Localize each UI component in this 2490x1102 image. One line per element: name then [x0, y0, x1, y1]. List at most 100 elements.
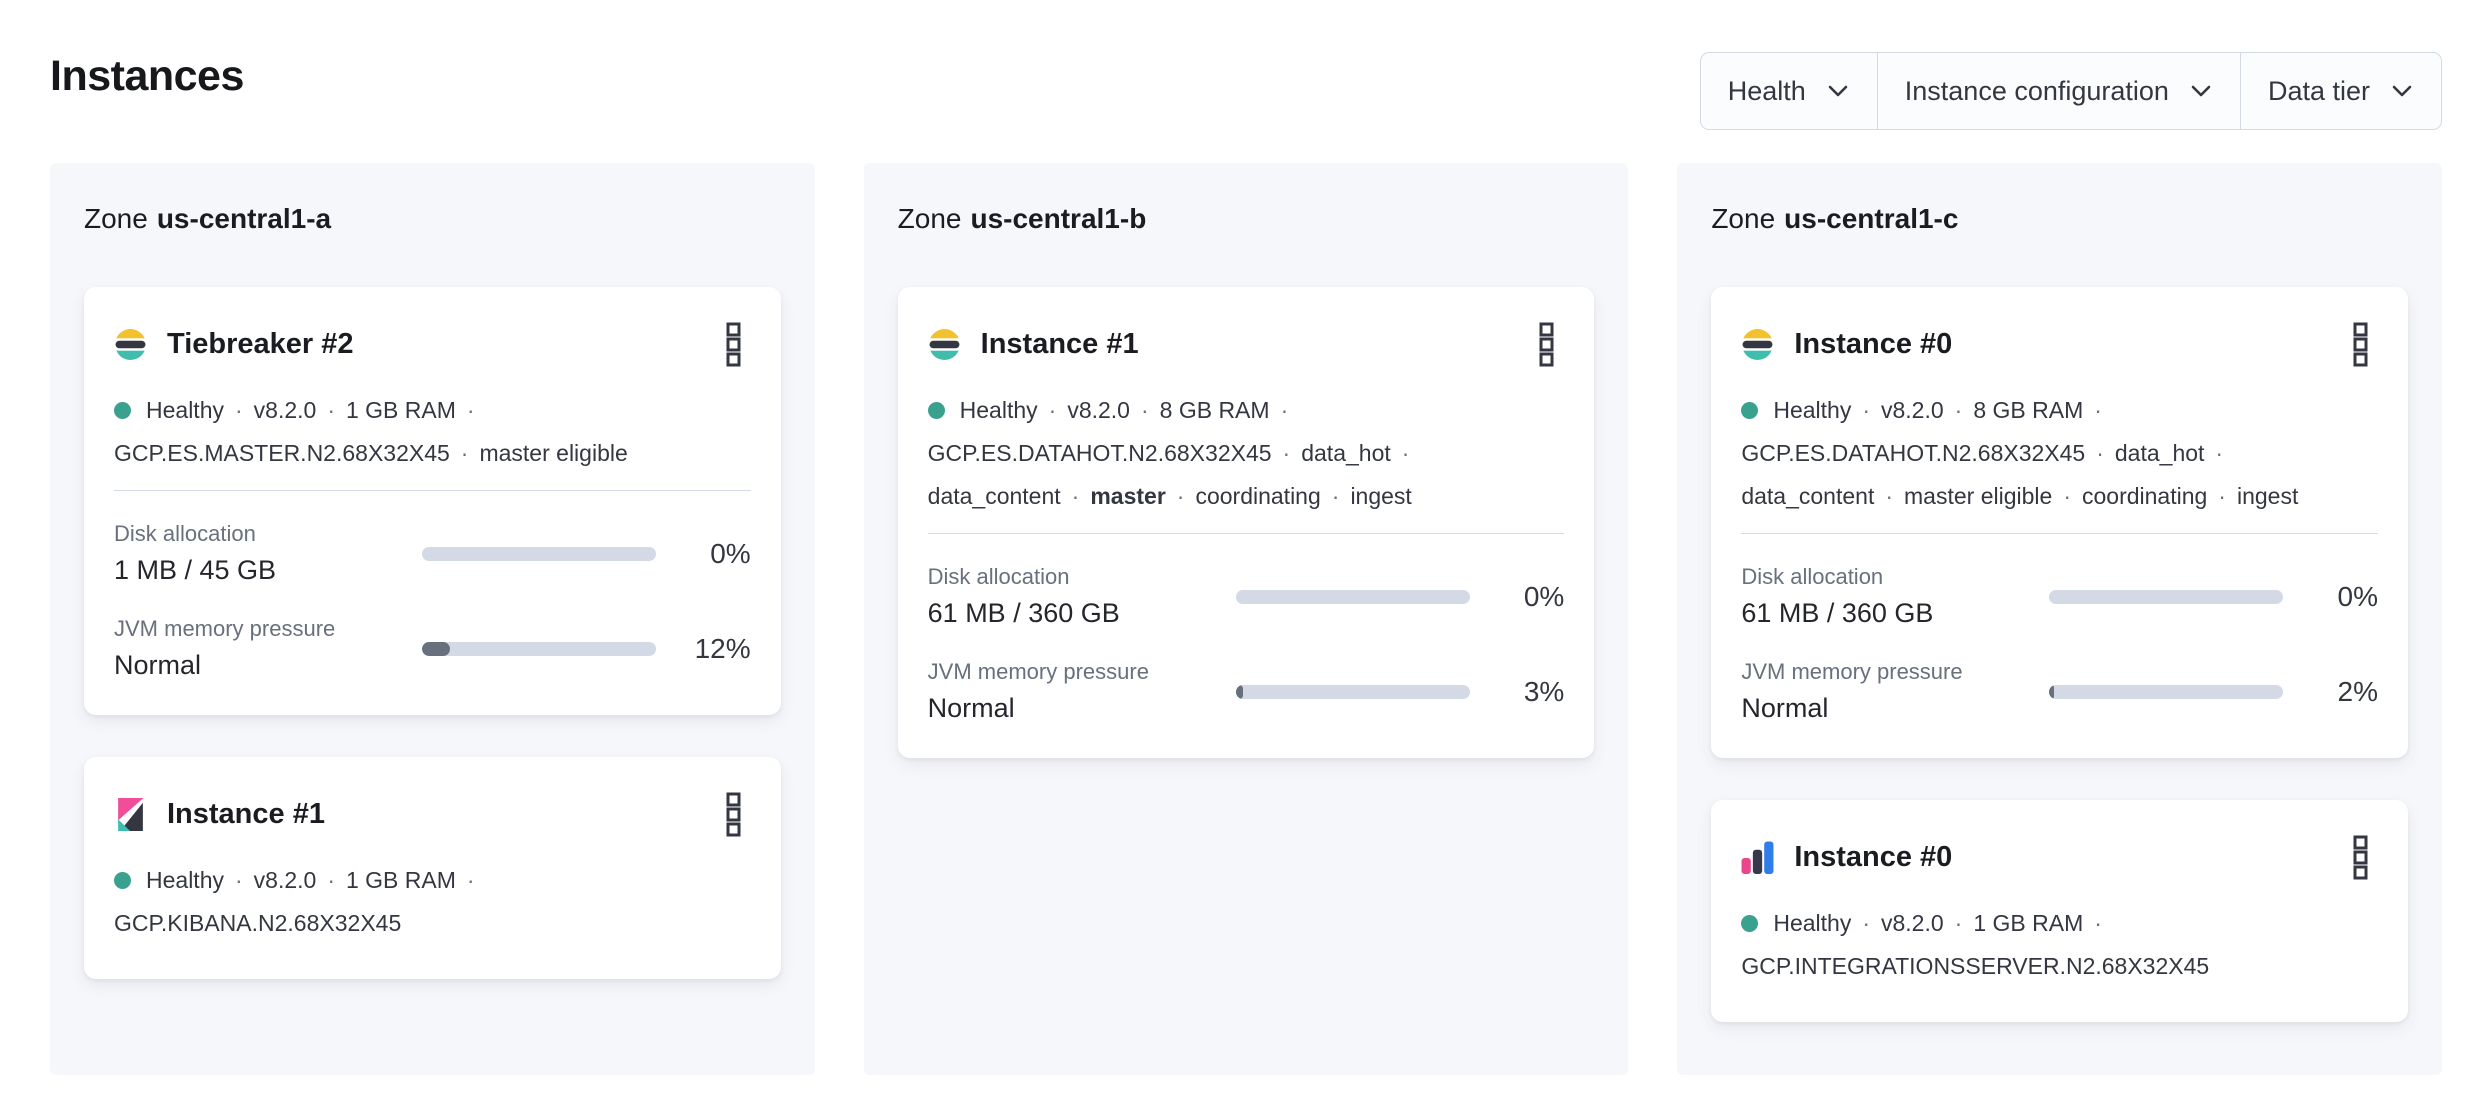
metric-value: 61 MB / 360 GB [927, 598, 1120, 628]
jvm-memory-pressure-metric: JVM memory pressure Normal 3% [928, 659, 1565, 724]
metric-percent: 12% [694, 632, 751, 664]
instance-status: Healthy · v8.2.0 · 1 GB RAM · GCP.ES.MASTER.N… [114, 397, 628, 466]
instance-card: Instance #0 Healthy · v8.2.0 · 8 GB RAM · [1711, 287, 2408, 758]
divider [114, 490, 751, 491]
disk-allocation-meter [422, 546, 656, 561]
integrations-server-logo-icon [1741, 841, 1774, 874]
zone-cards: Instance #0 Healthy · v8.2.0 · 8 GB RAM · [1711, 287, 2408, 1022]
zone-title: Zone us-central1-c [1711, 203, 2408, 235]
instance-card: Instance #1 Healthy · v8.2.0 · 8 GB RAM · [897, 287, 1595, 758]
data-tier-filter-button[interactable]: Data tier [2239, 53, 2441, 129]
page-title: Instances [50, 52, 244, 100]
instance-title: Instance #0 [1794, 840, 1953, 873]
instance-status: Healthy · v8.2.0 · 8 GB RAM · GCP.ES.DATAHOT.… [1741, 397, 2299, 509]
instance-card: Tiebreaker #2 Healthy · v8.2.0 · 1 GB RAM · [84, 287, 781, 715]
zone-word: Zone [84, 203, 148, 234]
metric-value: Normal [1741, 693, 1829, 723]
metric-label: Disk allocation [114, 521, 256, 546]
boxes-vertical-icon [2353, 322, 2368, 367]
zone-title: Zone us-central1-b [898, 203, 1595, 235]
boxes-vertical-icon [726, 792, 741, 837]
zone-panel-us-central1-a: Zone us-central1-a [50, 163, 815, 1075]
metric-percent: 3% [1523, 675, 1565, 707]
instance-status: Healthy · v8.2.0 · 1 GB RAM · GCP.INTEGRATION… [1741, 910, 2210, 979]
metric-label: JVM memory pressure [114, 616, 336, 641]
boxes-vertical-icon [726, 322, 741, 367]
health-dot-icon [114, 402, 131, 419]
elasticsearch-logo-icon [1741, 328, 1774, 361]
metric-value: Normal [927, 693, 1015, 723]
zone-name: us-central1-c [1784, 203, 1959, 234]
zone-name: us-central1-a [156, 203, 332, 234]
instance-configuration-filter-label: Instance configuration [1904, 75, 2169, 106]
jvm-memory-pressure-metric: JVM memory pressure Normal 12% [114, 616, 751, 681]
jvm-memory-meter [422, 641, 656, 656]
zones-grid: Zone us-central1-a [50, 163, 2442, 1075]
chevron-down-icon [2189, 79, 2213, 103]
metric-percent: 0% [2337, 580, 2378, 612]
disk-allocation-meter [1235, 589, 1470, 604]
instance-title: Instance #1 [980, 327, 1139, 360]
metric-label: JVM memory pressure [1741, 659, 1963, 684]
instance-menu-button[interactable] [720, 319, 749, 369]
data-tier-filter-label: Data tier [2267, 75, 2370, 106]
instance-status: Healthy · v8.2.0 · 8 GB RAM · GCP.ES.DATAHOT.… [927, 397, 1412, 509]
zone-word: Zone [897, 203, 962, 234]
chevron-down-icon [1826, 79, 1850, 103]
chevron-down-icon [2390, 79, 2414, 103]
health-dot-icon [114, 872, 131, 889]
card-header: Instance #0 [1741, 832, 2378, 882]
elasticsearch-logo-icon [928, 328, 961, 361]
boxes-vertical-icon [1539, 322, 1554, 367]
meter-fill [422, 641, 451, 656]
instance-menu-button[interactable] [720, 789, 749, 839]
jvm-memory-meter [1235, 684, 1470, 699]
instance-menu-button[interactable] [2347, 832, 2376, 882]
metric-percent: 2% [2337, 675, 2378, 707]
instance-menu-button[interactable] [1533, 319, 1562, 369]
meter-fill [1235, 684, 1243, 699]
metric-value: 1 MB / 45 GB [114, 555, 277, 585]
metric-percent: 0% [1523, 580, 1565, 612]
zone-word: Zone [1711, 203, 1776, 234]
zone-cards: Instance #1 Healthy · v8.2.0 · 8 GB RAM · [897, 287, 1595, 758]
meter-fill [2049, 684, 2054, 699]
metric-label: Disk allocation [1741, 564, 1884, 589]
metric-percent: 0% [710, 537, 751, 569]
instance-status: Healthy · v8.2.0 · 1 GB RAM · GCP.KIBANA.N2.6… [114, 867, 475, 936]
zone-name: us-central1-b [970, 203, 1147, 234]
health-filter-button[interactable]: Health [1701, 53, 1877, 129]
disk-allocation-metric: Disk allocation 1 MB / 45 GB 0% [114, 521, 751, 586]
zone-title: Zone us-central1-a [84, 203, 781, 235]
instance-title: Instance #1 [167, 797, 325, 830]
jvm-memory-pressure-metric: JVM memory pressure Normal 2% [1741, 659, 2378, 724]
zone-cards: Tiebreaker #2 Healthy · v8.2.0 · 1 GB RAM · [84, 287, 781, 979]
metric-label: JVM memory pressure [927, 659, 1149, 684]
instance-menu-button[interactable] [2347, 319, 2376, 369]
elasticsearch-logo-icon [114, 328, 147, 361]
kibana-logo-icon [114, 797, 147, 831]
health-filter-label: Health [1727, 75, 1806, 106]
card-header: Instance #1 [114, 789, 751, 839]
health-dot-icon [927, 402, 945, 419]
metric-value: 61 MB / 360 GB [1741, 598, 1934, 628]
disk-allocation-meter [2049, 589, 2284, 604]
divider [1741, 533, 2378, 534]
filter-group: Health Instance configuration Data tier [1699, 52, 2442, 130]
divider [927, 533, 1565, 534]
instance-card: Instance #0 Healthy · v8.2.0 · 1 GB RAM · [1711, 800, 2408, 1022]
disk-allocation-metric: Disk allocation 61 MB / 360 GB 0% [1741, 564, 2378, 629]
card-header: Instance #1 [928, 319, 1565, 369]
instance-title: Tiebreaker #2 [167, 327, 354, 360]
instance-card: Instance #1 Healthy · v8.2.0 · 1 GB RAM · [84, 757, 781, 979]
health-dot-icon [1741, 915, 1759, 932]
metric-label: Disk allocation [927, 564, 1070, 589]
jvm-memory-meter [2049, 684, 2284, 699]
disk-allocation-metric: Disk allocation 61 MB / 360 GB 0% [928, 564, 1565, 629]
zone-panel-us-central1-b: Zone us-central1-b [863, 163, 1629, 1075]
metric-value: Normal [114, 650, 202, 680]
card-header: Tiebreaker #2 [114, 319, 751, 369]
instance-configuration-filter-button[interactable]: Instance configuration [1876, 53, 2240, 129]
card-header: Instance #0 [1741, 319, 2378, 369]
